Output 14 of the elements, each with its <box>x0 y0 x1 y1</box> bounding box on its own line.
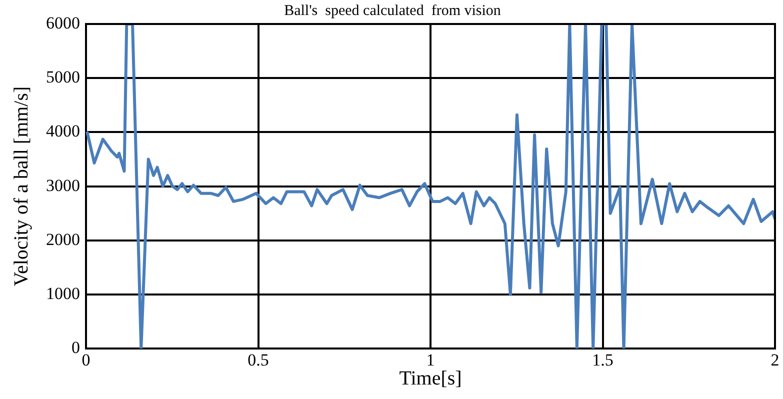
y-tick-label: 0 <box>72 338 80 358</box>
x-axis-title: Time[s] <box>399 367 462 390</box>
y-tick-label: 5000 <box>46 68 80 87</box>
y-tick-label: 3000 <box>46 176 80 195</box>
x-tick-label: 2 <box>770 350 780 370</box>
x-tick-label: 1 <box>426 350 435 370</box>
y-tick-label: 6000 <box>46 13 80 32</box>
x-tick-label: 0.5 <box>248 350 269 370</box>
y-tick-label: 4000 <box>46 122 80 141</box>
chart-title: Ball's speed calculated from vision <box>284 2 502 19</box>
y-tick-label: 2000 <box>46 230 80 249</box>
x-tick-label: 1.5 <box>592 350 614 370</box>
y-tick-label: 1000 <box>46 284 80 303</box>
y-axis-title: Velocity of a ball [mm/s] <box>10 86 32 286</box>
